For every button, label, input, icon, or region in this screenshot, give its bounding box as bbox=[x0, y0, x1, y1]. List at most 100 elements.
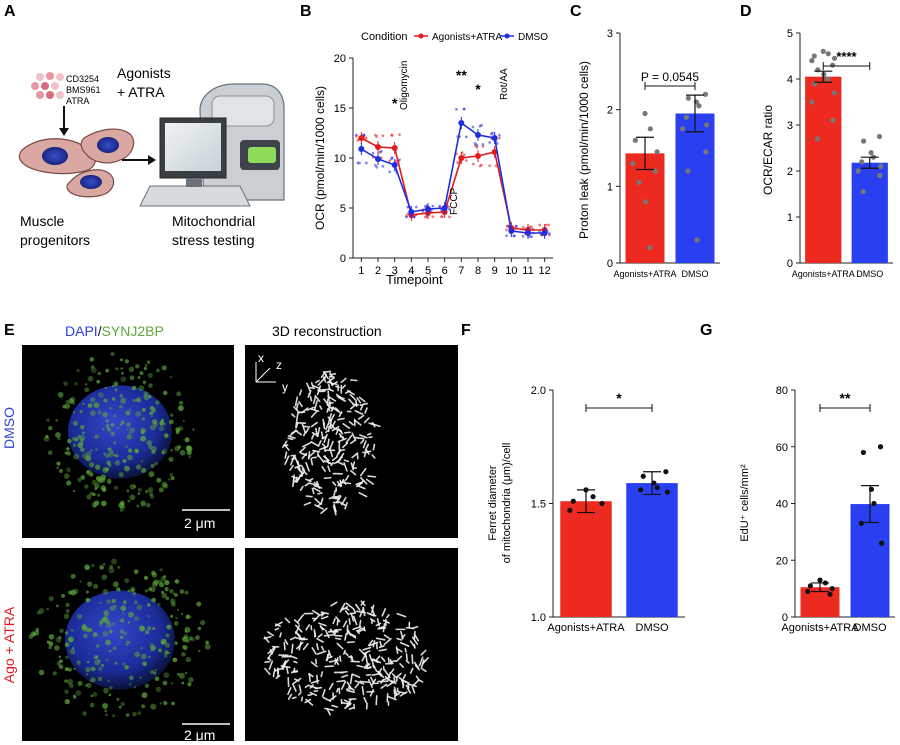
raw-point bbox=[456, 161, 460, 165]
data-point bbox=[807, 583, 813, 589]
legend-agonists: Agonists+ATRA bbox=[414, 32, 502, 43]
raw-point bbox=[530, 235, 533, 239]
y-tick-label: 80 bbox=[776, 385, 788, 397]
y-axis-label: OCR (pmol/min/1000 cells) bbox=[313, 86, 327, 230]
caption-muscle: Muscle bbox=[20, 213, 65, 229]
legend-dmso: DMSO bbox=[500, 32, 548, 43]
x-tick-label: 2 bbox=[375, 265, 381, 277]
data-point bbox=[694, 237, 700, 243]
raw-point bbox=[514, 224, 518, 228]
y-tick-label: 0 bbox=[787, 258, 793, 270]
panel-letter-f: F bbox=[461, 322, 471, 339]
title-3d-reconstruction: 3D reconstruction bbox=[272, 323, 382, 339]
series-point bbox=[375, 144, 381, 150]
panel-e: E DAPI/SYNJ2BP 3D reconstruction DMSO Ag… bbox=[1, 322, 458, 743]
x-tick-label: 8 bbox=[475, 265, 481, 277]
series-point bbox=[491, 135, 498, 141]
raw-point bbox=[379, 149, 383, 153]
panel-letter-c: C bbox=[570, 3, 582, 20]
x-tick-label: Agonists+ATRA bbox=[547, 622, 625, 634]
row-label-dmso: DMSO bbox=[1, 407, 17, 449]
data-point bbox=[643, 199, 649, 205]
data-point bbox=[879, 540, 885, 546]
data-point bbox=[630, 160, 636, 166]
data-point bbox=[654, 149, 660, 155]
series-point bbox=[458, 155, 465, 161]
raw-point bbox=[544, 223, 548, 227]
data-point bbox=[860, 449, 866, 456]
comparison-label: * bbox=[616, 390, 622, 406]
y-tick-label: 4 bbox=[787, 74, 793, 86]
data-point bbox=[647, 126, 653, 132]
raw-point bbox=[394, 159, 398, 163]
x-tick-label: 1 bbox=[358, 265, 364, 277]
raw-point bbox=[538, 223, 542, 227]
caption-progenitors: progenitors bbox=[20, 232, 90, 248]
raw-point bbox=[480, 163, 483, 167]
raw-point bbox=[388, 170, 392, 174]
title-dapi: DAPI bbox=[65, 323, 98, 339]
row-label-ago-atra: Ago + ATRA bbox=[1, 606, 17, 683]
raw-point bbox=[390, 133, 393, 137]
y-tick-label: 2 bbox=[787, 166, 793, 178]
axis-z-label: z bbox=[276, 358, 282, 372]
data-point bbox=[696, 103, 702, 109]
raw-point bbox=[488, 164, 492, 168]
raw-point bbox=[521, 234, 525, 238]
panel-letter-g: G bbox=[700, 322, 712, 339]
data-point bbox=[820, 48, 826, 55]
data-point bbox=[876, 133, 883, 140]
y-tick-label: 2 bbox=[607, 105, 613, 117]
compound-2: BMS961 bbox=[66, 85, 101, 95]
y-tick-label: 1.0 bbox=[531, 612, 546, 624]
data-point bbox=[685, 168, 691, 174]
x-tick-label: 4 bbox=[408, 265, 414, 277]
series-point bbox=[441, 205, 448, 211]
axis-x-label: x bbox=[258, 351, 264, 365]
y-tick-label: 40 bbox=[776, 499, 788, 511]
data-point bbox=[567, 507, 573, 513]
data-point bbox=[831, 55, 838, 61]
data-point bbox=[825, 76, 831, 82]
analyzer-instrument-icon bbox=[139, 83, 285, 207]
series-point bbox=[375, 156, 381, 162]
raw-point bbox=[381, 134, 385, 138]
x-tick-label: DMSO bbox=[682, 269, 709, 279]
x-tick-label: DMSO bbox=[636, 622, 669, 634]
raw-point bbox=[414, 205, 418, 209]
y-tick-label: 20 bbox=[776, 555, 788, 567]
y-tick-label: 60 bbox=[776, 442, 788, 454]
raw-point bbox=[512, 234, 516, 238]
raw-point bbox=[498, 136, 501, 140]
data-point bbox=[829, 586, 835, 592]
data-point bbox=[640, 473, 646, 479]
data-point bbox=[599, 500, 605, 507]
y-tick-label: 3 bbox=[787, 120, 793, 132]
series-point bbox=[541, 230, 548, 236]
raw-point bbox=[448, 215, 451, 219]
panel-c-proton-leak: C Proton leak (pmol/min/1000 cells) 0 1 2 3… bbox=[570, 3, 720, 279]
panel-letter-a: A bbox=[4, 3, 16, 20]
raw-point bbox=[355, 133, 358, 137]
x-tick-label: Agonists+ATRA bbox=[792, 269, 855, 279]
compound-1: CD3254 bbox=[66, 74, 99, 84]
raw-point bbox=[498, 133, 501, 137]
data-point bbox=[825, 51, 831, 57]
x-tick-label: 5 bbox=[425, 265, 431, 277]
data-point bbox=[858, 520, 864, 526]
raw-point bbox=[371, 151, 375, 155]
significance-label: ** bbox=[456, 67, 467, 83]
compound-3: ATRA bbox=[66, 96, 89, 106]
y-tick-label: 5 bbox=[787, 28, 793, 40]
y-axis-label-line1: Ferret diameter bbox=[487, 465, 499, 541]
raw-point bbox=[375, 165, 379, 169]
raw-points bbox=[355, 107, 551, 239]
data-point bbox=[817, 577, 823, 583]
xyz-axes-icon: x z y bbox=[255, 351, 288, 394]
annotation-label: Rot/AA bbox=[499, 68, 510, 100]
comparison-label: P = 0.0545 bbox=[641, 70, 699, 84]
caption-stress-testing: stress testing bbox=[172, 232, 254, 248]
raw-point bbox=[475, 143, 479, 147]
annotation-label: Oligomycin bbox=[399, 61, 410, 110]
series-point bbox=[358, 146, 365, 152]
